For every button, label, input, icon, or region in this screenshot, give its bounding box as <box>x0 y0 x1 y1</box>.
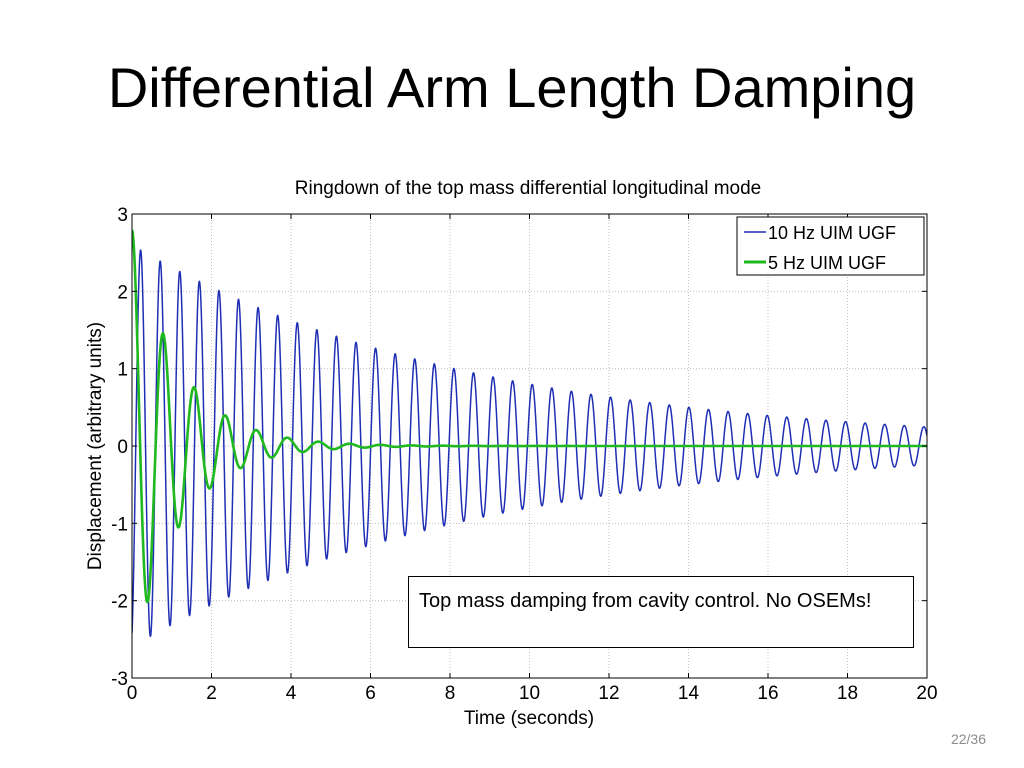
y-tick-label: -1 <box>111 514 128 535</box>
slide-title: Differential Arm Length Damping <box>107 56 917 119</box>
y-tick-label: -2 <box>111 592 128 613</box>
chart-title: Ringdown of the top mass differential lo… <box>294 178 762 199</box>
y-tick-label: -3 <box>111 669 128 690</box>
x-tick-label: 4 <box>286 683 297 704</box>
legend-label-10hz: 10 Hz UIM UGF <box>768 223 896 243</box>
series-line-0 <box>132 249 927 638</box>
series-line-1 <box>132 229 927 604</box>
x-tick-label: 0 <box>127 683 138 704</box>
x-tick-label: 20 <box>916 683 937 704</box>
x-tick-label: 8 <box>445 683 456 704</box>
y-axis-label: Displacement (arbitrary units) <box>85 322 106 570</box>
x-tick-label: 14 <box>678 683 700 704</box>
y-tick-label: 0 <box>117 437 128 458</box>
y-tick-label: 3 <box>117 205 128 226</box>
y-tick-label: 1 <box>117 360 128 381</box>
x-tick-label: 12 <box>598 683 619 704</box>
x-tick-label: 10 <box>519 683 540 704</box>
x-tick-label: 6 <box>365 683 376 704</box>
legend: 10 Hz UIM UGF 5 Hz UIM UGF <box>736 216 925 276</box>
x-tick-label: 16 <box>757 683 778 704</box>
x-tick-label: 2 <box>206 683 217 704</box>
x-tick-label: 18 <box>837 683 858 704</box>
y-tick-label: 2 <box>117 282 128 303</box>
series-lines <box>132 229 927 638</box>
legend-label-5hz: 5 Hz UIM UGF <box>768 253 886 273</box>
page-number: 22/36 <box>950 731 986 747</box>
x-axis-label: Time (seconds) <box>464 708 594 729</box>
legend-box <box>736 216 925 276</box>
annotation-box: Top mass damping from cavity control. No… <box>408 576 914 648</box>
